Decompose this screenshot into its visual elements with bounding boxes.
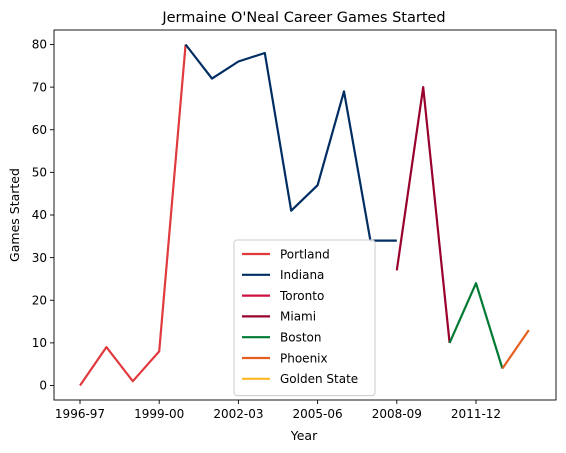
y-tick-label: 30 (32, 251, 47, 265)
series-line-portland (79, 44, 187, 387)
legend-label: Portland (280, 247, 330, 261)
x-axis-ticks: 1996-97 1999-00 2002-03 2005-06 2008-09 2011-… (55, 400, 501, 421)
y-tick-label: 0 (39, 379, 47, 393)
x-tick-label: 1996-97 (55, 407, 105, 421)
legend: Portland Indiana Toronto Miami Boston Phoenix… (233, 239, 376, 397)
x-tick-label: 2002-03 (213, 407, 263, 421)
chart-title: Jermaine O'Neal Career Games Started (161, 10, 445, 26)
x-tick-label: 2011-12 (451, 407, 501, 421)
y-tick-label: 70 (32, 80, 47, 94)
legend-label: Phoenix (280, 351, 328, 365)
y-axis-label: Games Started (7, 168, 22, 262)
series-line-miami (395, 85, 451, 344)
legend-label: Miami (280, 310, 316, 324)
legend-label: Golden State (280, 372, 358, 386)
series-line-boston (448, 282, 504, 369)
y-tick-label: 80 (32, 38, 47, 52)
y-axis-ticks: 0 10 20 30 40 50 60 70 80 (32, 38, 54, 393)
y-tick-label: 20 (32, 293, 47, 307)
x-axis-label: Year (290, 428, 318, 443)
legend-label: Boston (280, 331, 321, 345)
legend-label: Toronto (279, 289, 324, 303)
x-tick-label: 2008-09 (372, 407, 422, 421)
series-line-phoenix (501, 329, 530, 370)
y-tick-label: 40 (32, 208, 47, 222)
y-tick-label: 60 (32, 123, 47, 137)
series-layer (79, 43, 530, 387)
series-line-indiana (184, 43, 397, 242)
legend-box (233, 239, 376, 397)
y-tick-label: 10 (32, 336, 47, 350)
x-tick-label: 2005-06 (293, 407, 343, 421)
y-tick-label: 50 (32, 166, 47, 180)
legend-label: Indiana (280, 268, 324, 282)
x-tick-label: 1999-00 (134, 407, 184, 421)
